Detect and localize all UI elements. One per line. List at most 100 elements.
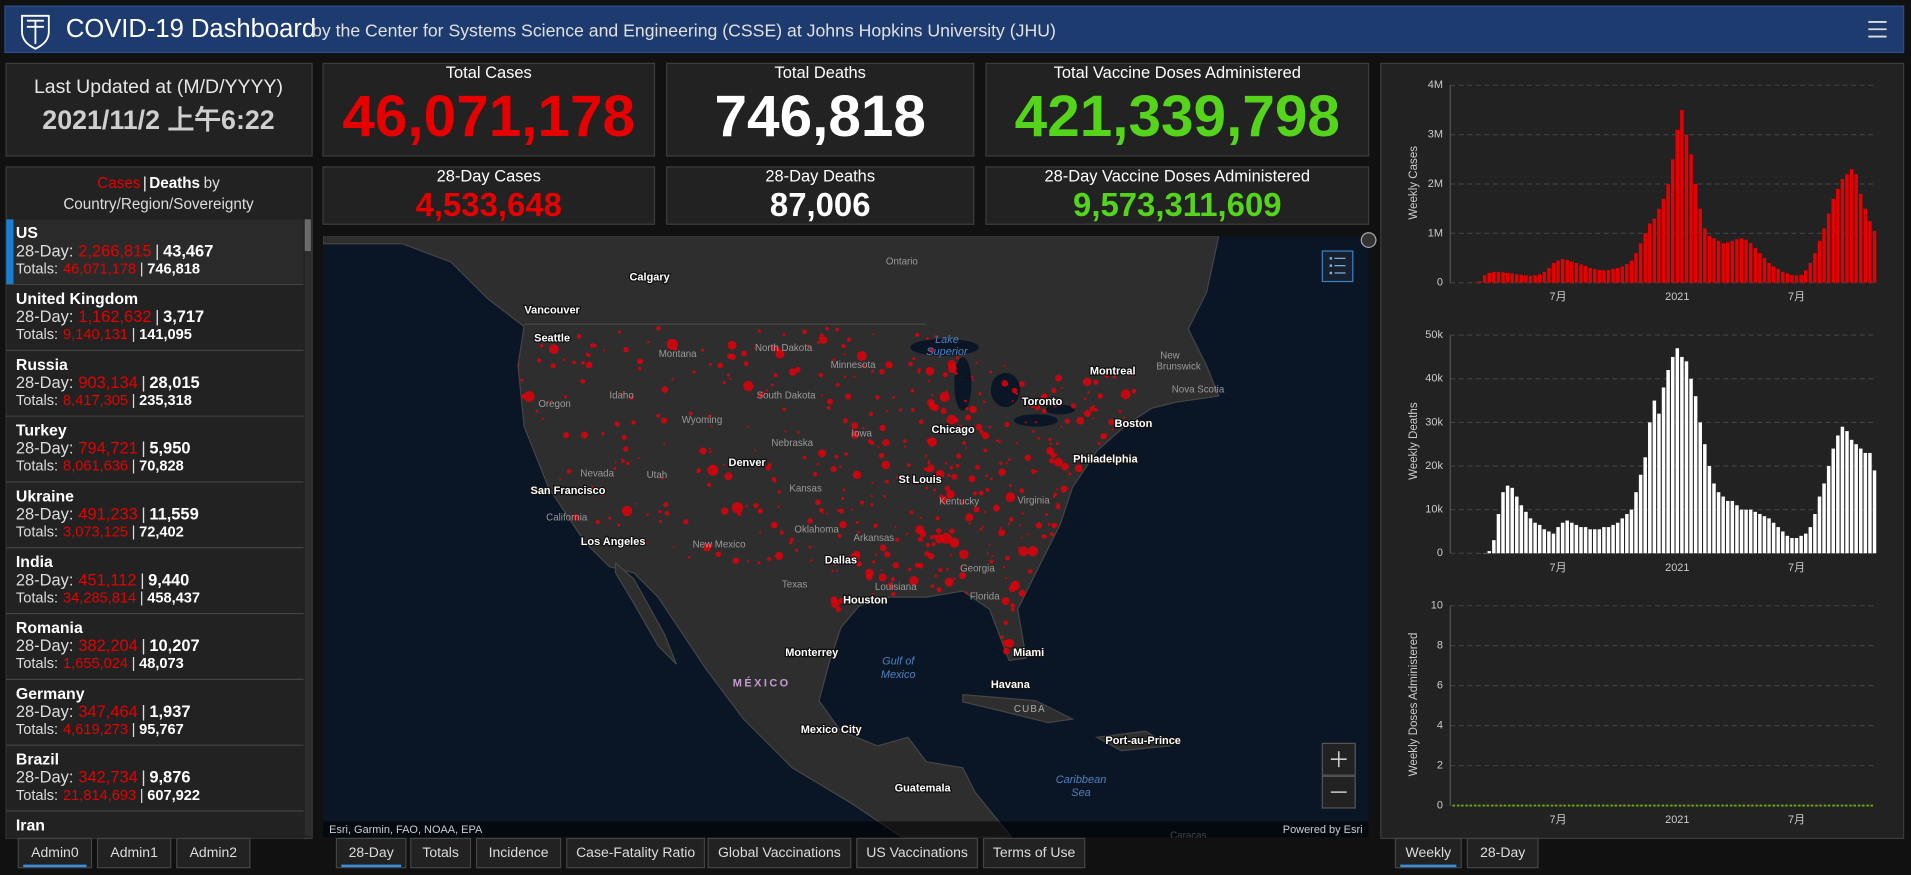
map-label: Caribbean bbox=[1056, 774, 1107, 786]
case-bubble bbox=[580, 431, 588, 439]
powered-by: Powered by Esri bbox=[1283, 824, 1363, 836]
row-label: Totals: bbox=[16, 524, 58, 540]
bar bbox=[1597, 529, 1602, 554]
land bbox=[614, 561, 677, 665]
map-label: Florida bbox=[970, 592, 1000, 603]
case-bubble bbox=[903, 439, 907, 443]
zoom-out[interactable] bbox=[1321, 775, 1356, 809]
case-bubble bbox=[1030, 404, 1035, 408]
case-bubble bbox=[1043, 534, 1048, 539]
case-bubble bbox=[620, 458, 624, 461]
country-name: Ukraine bbox=[16, 488, 74, 505]
case-bubble bbox=[843, 375, 847, 378]
case-bubble bbox=[789, 537, 794, 542]
bar bbox=[1758, 253, 1762, 283]
tab[interactable]: Case-Fatality Ratio bbox=[566, 837, 706, 869]
expand-button[interactable] bbox=[1360, 232, 1377, 248]
case-bubble bbox=[777, 490, 781, 494]
case-bubble bbox=[880, 569, 883, 572]
tab[interactable]: Admin1 bbox=[96, 837, 172, 869]
case-bubble bbox=[1051, 387, 1057, 394]
separator: | bbox=[155, 243, 159, 261]
case-count: 347,464 bbox=[78, 703, 137, 721]
bar bbox=[1693, 396, 1698, 554]
bar bbox=[1643, 233, 1647, 283]
bar bbox=[1799, 274, 1803, 283]
case-bubble bbox=[985, 474, 988, 477]
bar bbox=[1593, 268, 1597, 283]
case-count: 21,814,693 bbox=[63, 788, 136, 804]
separator: | bbox=[132, 393, 136, 409]
case-count: 9,140,131 bbox=[63, 327, 128, 343]
map-label: Ontario bbox=[886, 257, 918, 268]
tab[interactable]: Terms of Use bbox=[982, 837, 1086, 869]
bar bbox=[1556, 527, 1560, 554]
case-bubble bbox=[850, 552, 860, 563]
case-bubble bbox=[818, 336, 823, 340]
case-bubble bbox=[946, 490, 955, 499]
case-bubble bbox=[826, 398, 833, 405]
map-label: Nevada bbox=[580, 469, 614, 480]
separator: | bbox=[140, 788, 144, 804]
bar bbox=[1730, 500, 1735, 554]
case-bubble bbox=[839, 508, 845, 514]
tab-label: Global Vaccinations bbox=[718, 844, 841, 860]
map-label: Mexico bbox=[881, 669, 916, 681]
case-bubble bbox=[835, 382, 840, 387]
case-bubble bbox=[810, 559, 813, 562]
tab[interactable]: Totals bbox=[410, 837, 472, 869]
case-bubble bbox=[726, 353, 733, 359]
case-bubble bbox=[1002, 639, 1009, 646]
tab[interactable]: US Vaccinations bbox=[856, 837, 979, 869]
case-bubble bbox=[1054, 453, 1058, 456]
case-bubble bbox=[541, 417, 544, 420]
tab[interactable]: Global Vaccinations bbox=[707, 837, 852, 869]
map-label: Kentucky bbox=[939, 497, 979, 508]
row-label: Totals: bbox=[16, 459, 58, 475]
case-bubble bbox=[548, 344, 559, 355]
country-row[interactable]: Iran bbox=[6, 811, 304, 875]
legend-button[interactable] bbox=[1321, 250, 1354, 283]
menu-button[interactable] bbox=[1868, 21, 1887, 38]
scrollbar-thumb[interactable] bbox=[304, 219, 311, 252]
case-bubble bbox=[975, 361, 978, 364]
case-bubble bbox=[623, 346, 629, 353]
x-tick-label: 7月 bbox=[1550, 291, 1567, 303]
separator: | bbox=[141, 506, 145, 524]
stat-value: 46,071,178 bbox=[342, 84, 635, 149]
tab[interactable]: Admin2 bbox=[176, 837, 251, 869]
row-label: 28-Day: bbox=[16, 637, 74, 655]
bar bbox=[1537, 524, 1542, 554]
bar bbox=[1547, 531, 1551, 554]
bar bbox=[1730, 240, 1735, 283]
case-bubble bbox=[708, 362, 712, 366]
tab[interactable]: Admin0 bbox=[17, 837, 93, 869]
case-bubble bbox=[722, 463, 725, 466]
tab[interactable]: Weekly bbox=[1394, 837, 1462, 869]
zoom-in[interactable] bbox=[1321, 742, 1356, 776]
bar bbox=[1753, 248, 1758, 283]
tab[interactable]: Incidence bbox=[475, 837, 562, 869]
case-bubble bbox=[603, 349, 606, 352]
separator: | bbox=[141, 440, 145, 458]
case-bubble bbox=[940, 407, 947, 414]
x-tick-label: 2021 bbox=[1665, 814, 1689, 826]
case-bubble bbox=[549, 399, 552, 402]
case-bubble bbox=[1085, 381, 1088, 384]
case-count: 342,734 bbox=[78, 769, 137, 787]
tab[interactable]: 28-Day bbox=[1466, 837, 1539, 869]
bar bbox=[1615, 267, 1620, 283]
tab[interactable]: 28-Day bbox=[335, 837, 407, 869]
case-bubble bbox=[550, 335, 556, 341]
case-bubble bbox=[637, 366, 642, 371]
case-bubble bbox=[608, 516, 612, 520]
